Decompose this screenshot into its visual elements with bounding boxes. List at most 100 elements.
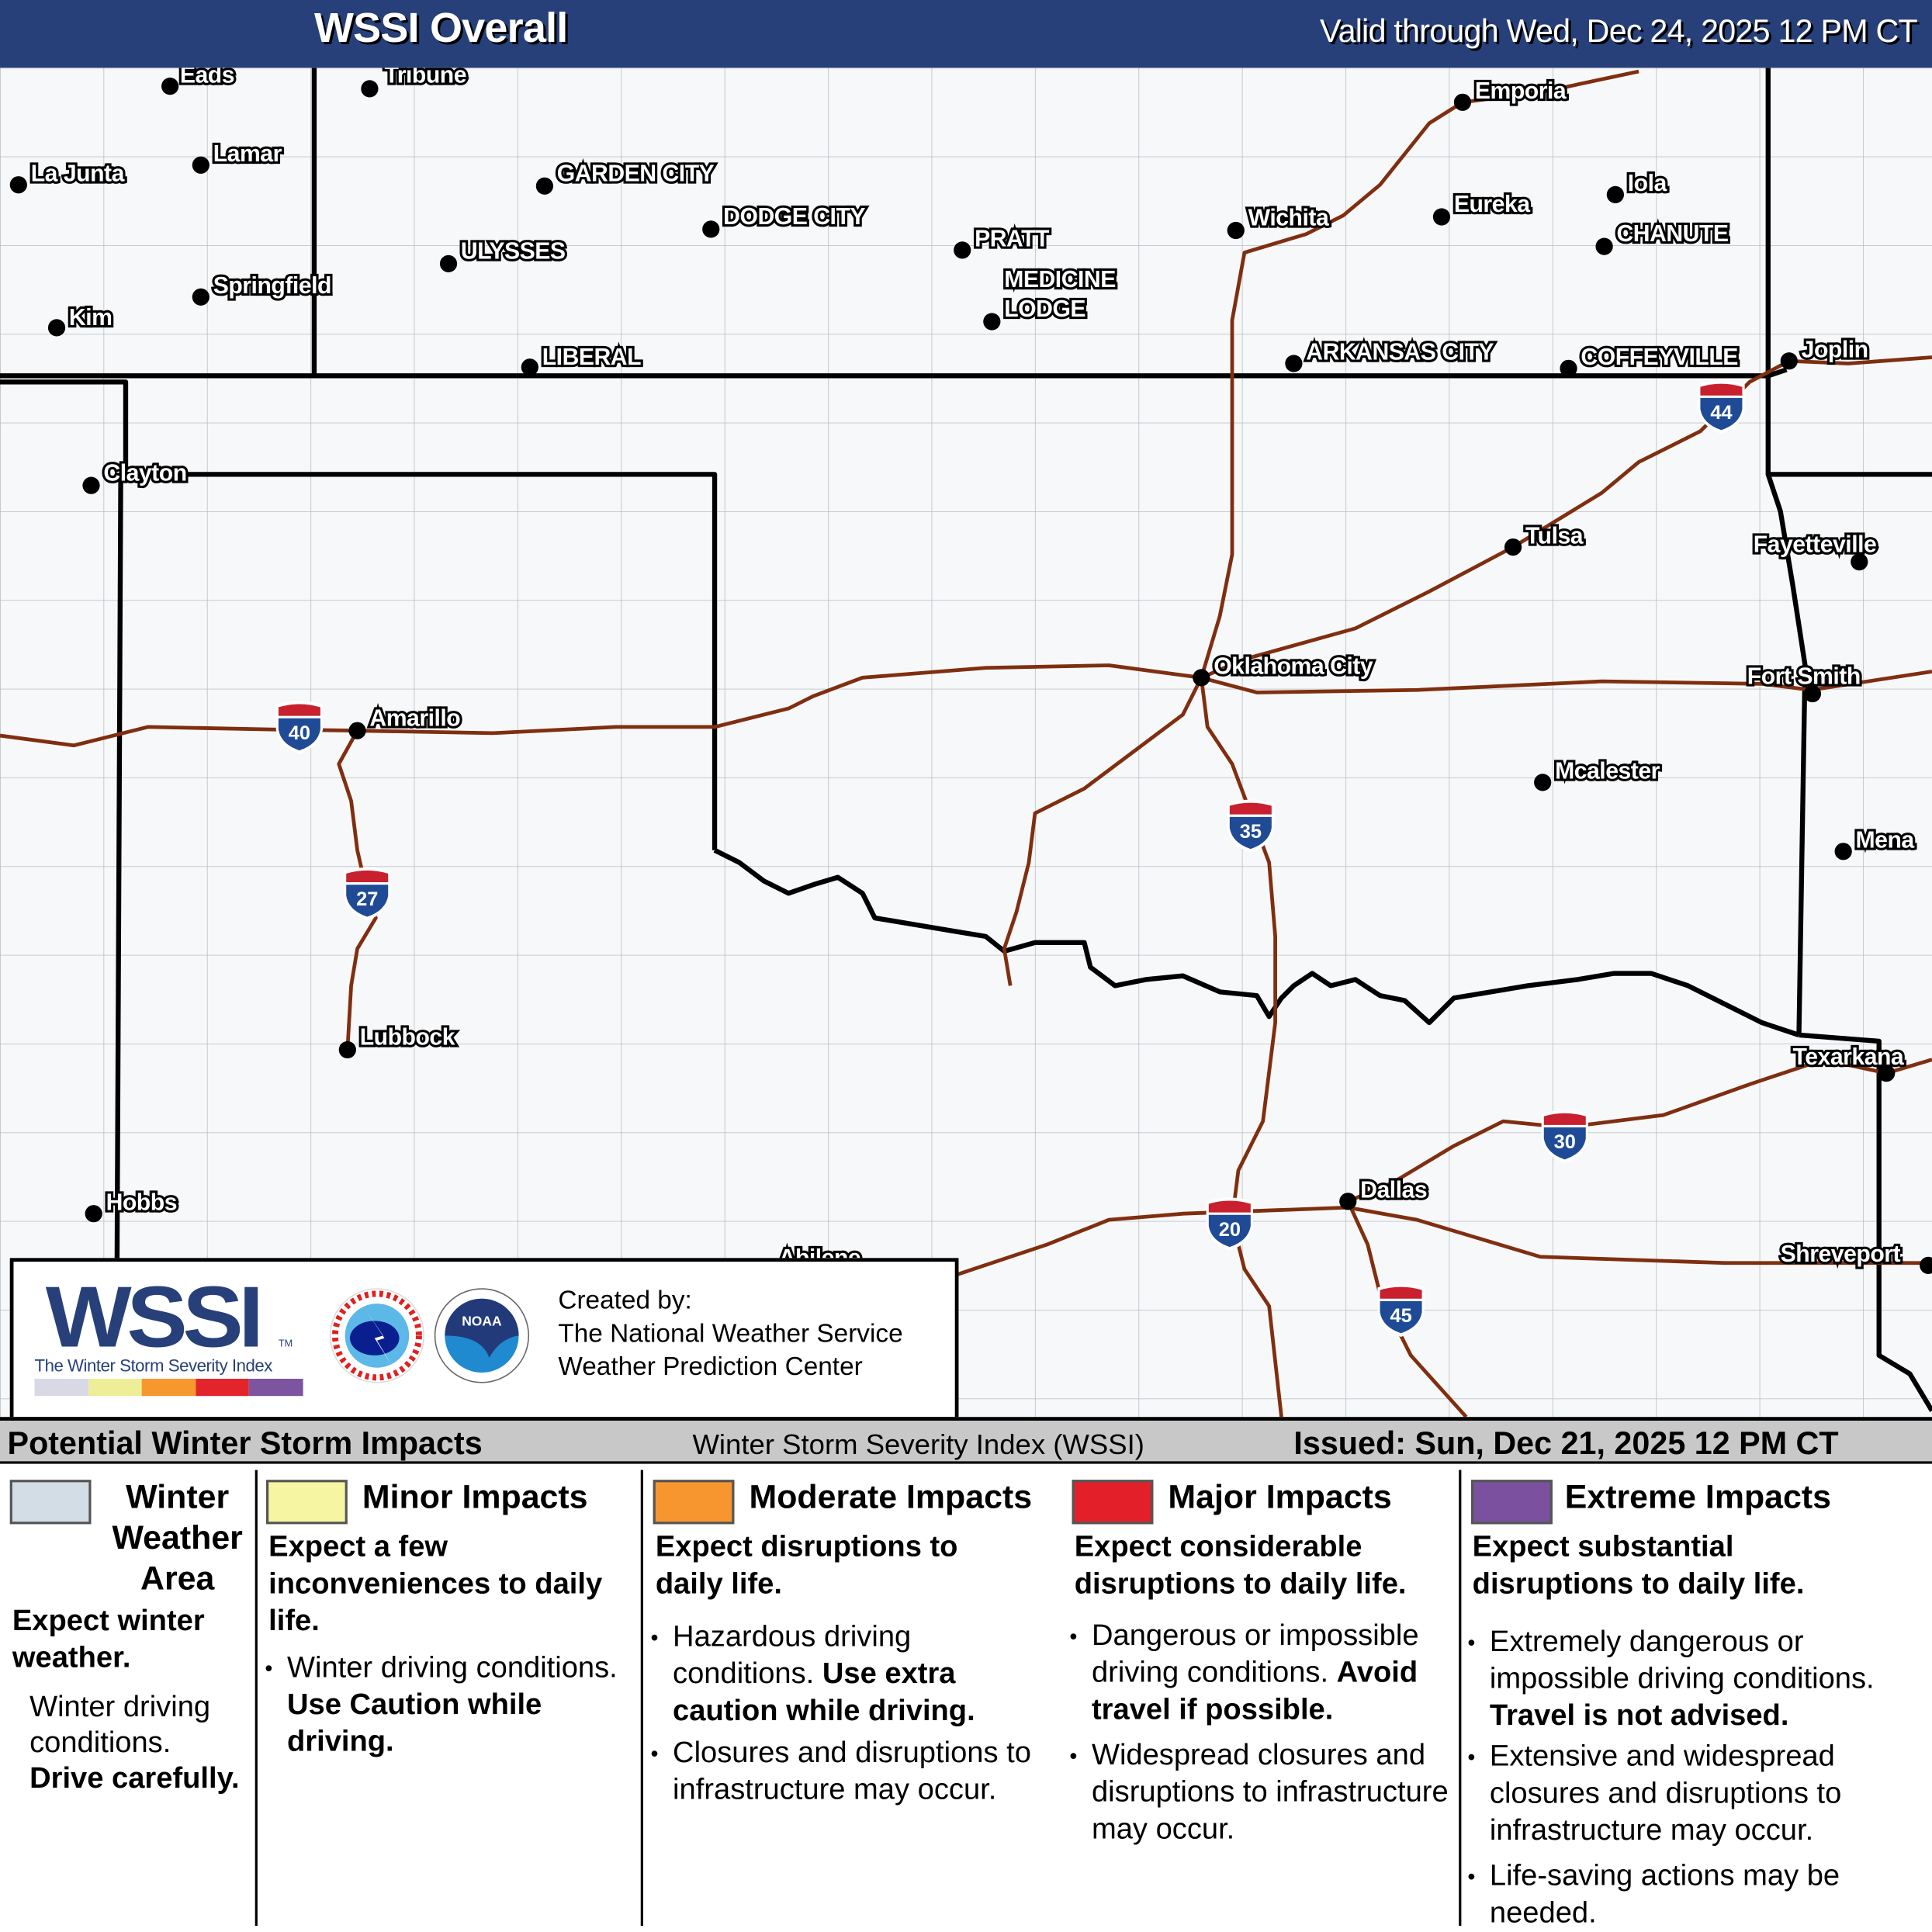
category-name: Moderate Impacts [749,1478,1033,1516]
i44-road [1200,355,1932,680]
interstate-number: 35 [1240,821,1262,843]
city-label: Dallas [1360,1178,1427,1203]
city-dot [439,254,458,272]
category-expect: Expect winter weather. [12,1604,205,1675]
city-dot [535,177,554,195]
scale-swatch [249,1378,303,1397]
city-label: MEDICINE [1004,267,1116,293]
category-name: Minor Impacts [362,1478,588,1516]
city-label: Lamar [213,141,282,167]
interstate-shield-icon: 30 [1541,1110,1588,1164]
legend-subtitle: Winter Storm Severity Index (WSSI) [692,1428,1144,1460]
us50-road [1462,69,1639,105]
city-dot [521,358,538,376]
arkansas-oklahoma-border [1765,68,1808,1035]
wssi-logo: WSSI [45,1268,264,1366]
legend-header: Potential Winter Storm Impacts Winter St… [0,1420,1932,1464]
bullet-bold: Travel is not advised. [1489,1698,1789,1733]
divider [640,1470,643,1927]
interstate-number: 40 [289,722,310,744]
city-label: Eads [180,68,234,88]
city-label: La Junta [31,161,125,186]
category-note-bold: Drive carefully. [29,1761,240,1795]
city-dot [1432,208,1451,226]
category-name: Winter Weather Area [112,1478,243,1598]
created-by: Created by: The National Weather Service… [558,1284,902,1384]
map-title: WSSI Overall [313,5,568,52]
category-expect: Expect considerable disruptions to daily… [1074,1530,1407,1601]
city-label: Iola [1628,171,1667,196]
city-label: Joplin [1802,338,1868,363]
texas-arkansas-border [1799,1032,1932,1412]
city-label: Shreveport [1781,1241,1901,1267]
category-expect: Expect disruptions to daily life. [655,1530,958,1601]
scale-swatch [88,1378,142,1397]
interstate-shield-icon: 40 [275,701,324,754]
city-dot [161,78,179,95]
bullet-text: Winter driving conditions. [287,1650,618,1684]
category-name: Extreme Impacts [1564,1478,1831,1516]
county-lines [0,68,1932,1418]
bullet-text: Closures and disruptions to infrastructu… [673,1736,1031,1807]
interstate-shields: 40 27 35 44 30 20 45 [275,380,1745,1337]
city-label: Lubbock [360,1025,455,1051]
minor-swatch [266,1480,348,1525]
category-text: Winter driving conditions. Drive careful… [29,1689,258,1796]
created-by-nws: The National Weather Service [558,1319,903,1349]
cities: Eads Tribune La Junta Lamar Springfield Kim GA… [9,68,1932,1274]
category-note: Winter driving conditions. [29,1690,211,1760]
bullet-bold: Use Caution while driving. [287,1688,542,1759]
city-label: Emporia [1475,78,1567,104]
city-dot [1453,93,1472,111]
valid-through: Valid through Wed, Dec 24, 2025 12 PM CT [1319,12,1918,50]
city-label: Oklahoma City [1214,654,1373,680]
city-dot [1780,352,1798,370]
city-dot [702,220,720,238]
city-dot [1595,237,1613,255]
credit-box: WSSI TM The Winter Storm Severity Index … [9,1258,959,1421]
major-swatch [1072,1480,1154,1525]
city-dot [1339,1193,1357,1210]
bullet: Extremely dangerous or impossible drivin… [1467,1624,1932,1735]
interstate-number: 20 [1219,1219,1241,1241]
noaa-logo-text: NOAA [462,1314,502,1329]
city-dot [1534,774,1552,791]
divider [254,1470,258,1927]
bullet-text: Life-saving actions may be needed. [1489,1859,1840,1930]
city-label: Kim [69,305,113,331]
map: 40 27 35 44 30 20 45 Eads Tribune La Junta Lamar S… [0,68,1932,1418]
city-label: LODGE [1004,296,1085,322]
category-expect: Expect substantial disruptions to daily … [1472,1530,1805,1601]
city-label: Springfield [213,273,331,299]
bullet-text: Extensive and widespread closures and di… [1489,1740,1842,1847]
scale-swatch [141,1378,196,1397]
wssi-subtitle: The Winter Storm Severity Index [34,1355,272,1376]
city-label: Hobbs [106,1189,177,1215]
bullet-text: Hazardous driving conditions. [673,1620,912,1691]
city-label: LIBERAL [542,345,641,370]
city-label: GARDEN CITY [557,161,715,186]
city-dot [954,241,971,259]
bullet: Life-saving actions may be needed. [1467,1858,1909,1932]
interstate-shield-icon: 45 [1377,1283,1425,1337]
category-expect: Expect a few inconveniences to daily lif… [268,1530,603,1638]
city-label: Wichita [1248,206,1329,231]
city-dot [192,156,209,174]
scale-swatch [196,1378,250,1397]
city-label: Amarillo [369,705,460,731]
legend-title: Potential Winter Storm Impacts [7,1424,483,1462]
city-dot [1193,669,1210,687]
city-dot [1504,538,1522,556]
interstate-number: 30 [1554,1131,1576,1153]
city-dot [983,313,1001,331]
i44-southwest-road [1002,677,1203,986]
city-label: Tulsa [1525,523,1584,549]
city-label: DODGE CITY [723,204,865,230]
bullet: Winter driving conditions. Use Caution w… [265,1650,638,1761]
title-bar: WSSI Overall Valid through Wed, Dec 24, … [0,0,1932,68]
bullet: Extensive and widespread closures and di… [1467,1739,1909,1850]
created-by-wpc: Weather Prediction Center [558,1352,863,1382]
bullet-bold: Avoid travel if possible. [1091,1656,1418,1726]
city-dot [1834,843,1852,860]
